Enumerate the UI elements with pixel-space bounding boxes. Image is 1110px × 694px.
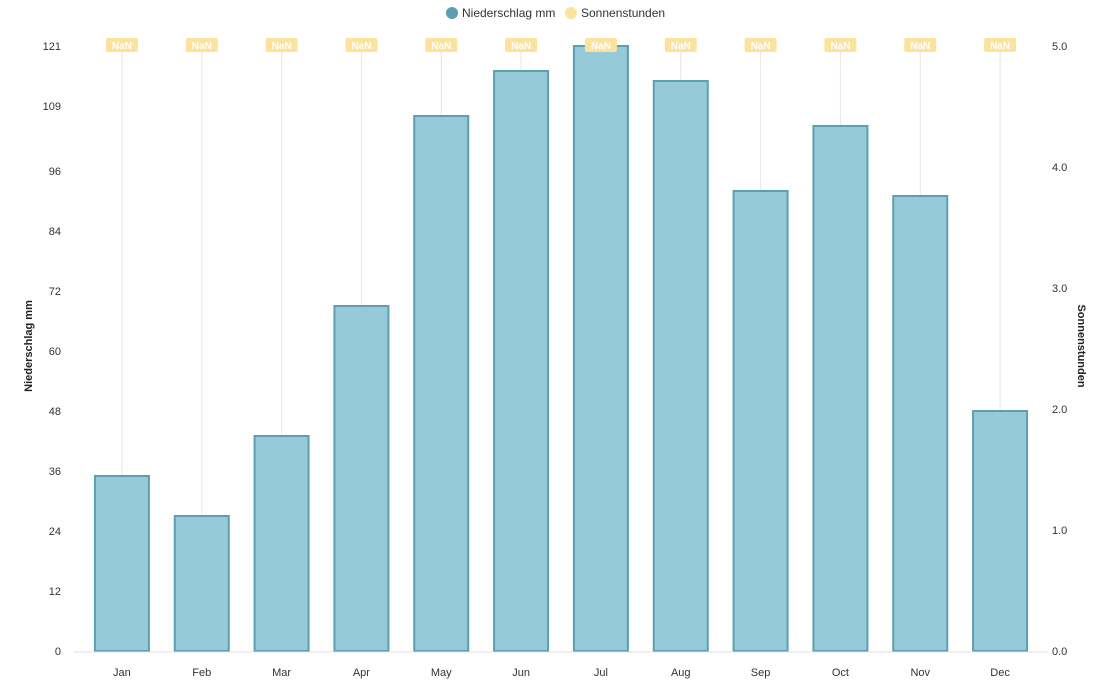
bar-nov[interactable] <box>892 195 949 652</box>
nan-label: NaN <box>904 38 937 52</box>
y-left-tick-label: 12 <box>49 586 61 598</box>
nan-label-text: NaN <box>830 41 850 52</box>
y-left-tick-label: 72 <box>49 286 61 298</box>
nan-label: NaN <box>824 38 857 52</box>
y-left-tick-label: 109 <box>43 101 61 113</box>
x-tick-label: Mar <box>272 667 291 679</box>
nan-label: NaN <box>505 38 538 52</box>
bar-jan[interactable] <box>93 475 150 652</box>
y-left-tick-label: 24 <box>49 526 61 538</box>
legend-dot-sunshine <box>565 7 577 19</box>
y-right-tick-label: 3.0 <box>1052 283 1067 295</box>
nan-label: NaN <box>744 38 777 52</box>
nan-label: NaN <box>584 38 617 52</box>
legend: Niederschlag mm Sonnenstunden <box>446 6 665 20</box>
x-tick-label: Sep <box>751 667 771 679</box>
bar-jun[interactable] <box>493 70 550 652</box>
bar-feb[interactable] <box>173 515 230 652</box>
y-left-tick-label: 121 <box>43 41 61 53</box>
x-tick-label: Aug <box>671 667 691 679</box>
legend-dot-precipitation <box>446 7 458 19</box>
y-left-tick-label: 0 <box>55 646 61 658</box>
bar-aug[interactable] <box>652 80 709 652</box>
nan-label-badge <box>425 38 458 52</box>
legend-item-sunshine[interactable]: Sonnenstunden <box>565 6 665 20</box>
nan-label-badge <box>105 38 138 52</box>
nan-label-text: NaN <box>511 41 531 52</box>
bar-mar[interactable] <box>253 435 310 652</box>
y-right-tick-labels: 0.0 1.0 2.0 3.0 4.0 5.0 <box>1052 41 1067 658</box>
nan-label: NaN <box>105 38 138 52</box>
nan-label: NaN <box>984 38 1017 52</box>
nan-label-badge <box>584 38 617 52</box>
nan-label-text: NaN <box>990 41 1010 52</box>
y-right-axis-title: Sonnenstunden <box>1075 304 1087 387</box>
bar-dec[interactable] <box>972 410 1029 652</box>
y-left-tick-label: 84 <box>49 226 61 238</box>
y-right-tick-label: 2.0 <box>1052 404 1067 416</box>
y-left-tick-label: 60 <box>49 346 61 358</box>
y-right-tick-label: 5.0 <box>1052 41 1067 53</box>
y-right-tick-label: 0.0 <box>1052 646 1067 658</box>
nan-label-text: NaN <box>192 41 212 52</box>
nan-label-text: NaN <box>591 41 611 52</box>
x-tick-label: Jul <box>594 667 608 679</box>
y-right-tick-label: 1.0 <box>1052 525 1067 537</box>
nan-label: NaN <box>185 38 218 52</box>
y-right-tick-label: 4.0 <box>1052 162 1067 174</box>
nan-label: NaN <box>664 38 697 52</box>
legend-label-sunshine: Sonnenstunden <box>581 6 665 20</box>
nan-label-badge <box>345 38 378 52</box>
bar-sep[interactable] <box>732 190 789 652</box>
nan-label-text: NaN <box>910 41 930 52</box>
bar-apr[interactable] <box>333 305 390 652</box>
nan-label: NaN <box>345 38 378 52</box>
y-left-tick-label: 96 <box>49 166 61 178</box>
bar-may[interactable] <box>413 115 470 652</box>
nan-label-badge <box>505 38 538 52</box>
nan-label-badge <box>185 38 218 52</box>
nan-label-badge <box>664 38 697 52</box>
x-tick-label: Jan <box>113 667 131 679</box>
nan-label-text: NaN <box>751 41 771 52</box>
nan-label-text: NaN <box>272 41 292 52</box>
nan-label: NaN <box>265 38 298 52</box>
nan-label-badge <box>904 38 937 52</box>
y-left-tick-label: 48 <box>49 406 61 418</box>
y-left-tick-labels: 0 12 24 36 48 60 72 84 96 109 121 <box>43 41 61 658</box>
legend-item-precipitation[interactable]: Niederschlag mm <box>446 6 555 20</box>
nan-labels: NaN NaN NaN NaN NaN NaN NaN NaN NaN NaN NaN NaN <box>105 38 1017 52</box>
x-tick-label: Apr <box>353 667 370 679</box>
x-tick-label: Nov <box>910 667 930 679</box>
y-left-axis-title: Niederschlag mm <box>23 300 35 392</box>
nan-label-text: NaN <box>112 41 132 52</box>
nan-label-badge <box>984 38 1017 52</box>
nan-label-text: NaN <box>351 41 371 52</box>
x-tick-labels: Jan Feb Mar Apr May Jun Jul Aug Sep Oct Nov Dec <box>113 667 1010 679</box>
x-tick-label: Dec <box>990 667 1010 679</box>
nan-label-badge <box>265 38 298 52</box>
nan-label-text: NaN <box>431 41 451 52</box>
legend-label-precipitation: Niederschlag mm <box>462 6 555 20</box>
x-tick-label: Jun <box>512 667 530 679</box>
bars <box>93 45 1029 652</box>
nan-label: NaN <box>425 38 458 52</box>
bar-jul[interactable] <box>572 45 629 652</box>
x-tick-label: Feb <box>192 667 211 679</box>
nan-label-text: NaN <box>671 41 691 52</box>
nan-label-badge <box>824 38 857 52</box>
x-tick-label: May <box>431 667 452 679</box>
y-left-tick-label: 36 <box>49 466 61 478</box>
bar-oct[interactable] <box>812 125 869 652</box>
x-tick-label: Oct <box>832 667 849 679</box>
nan-label-badge <box>744 38 777 52</box>
